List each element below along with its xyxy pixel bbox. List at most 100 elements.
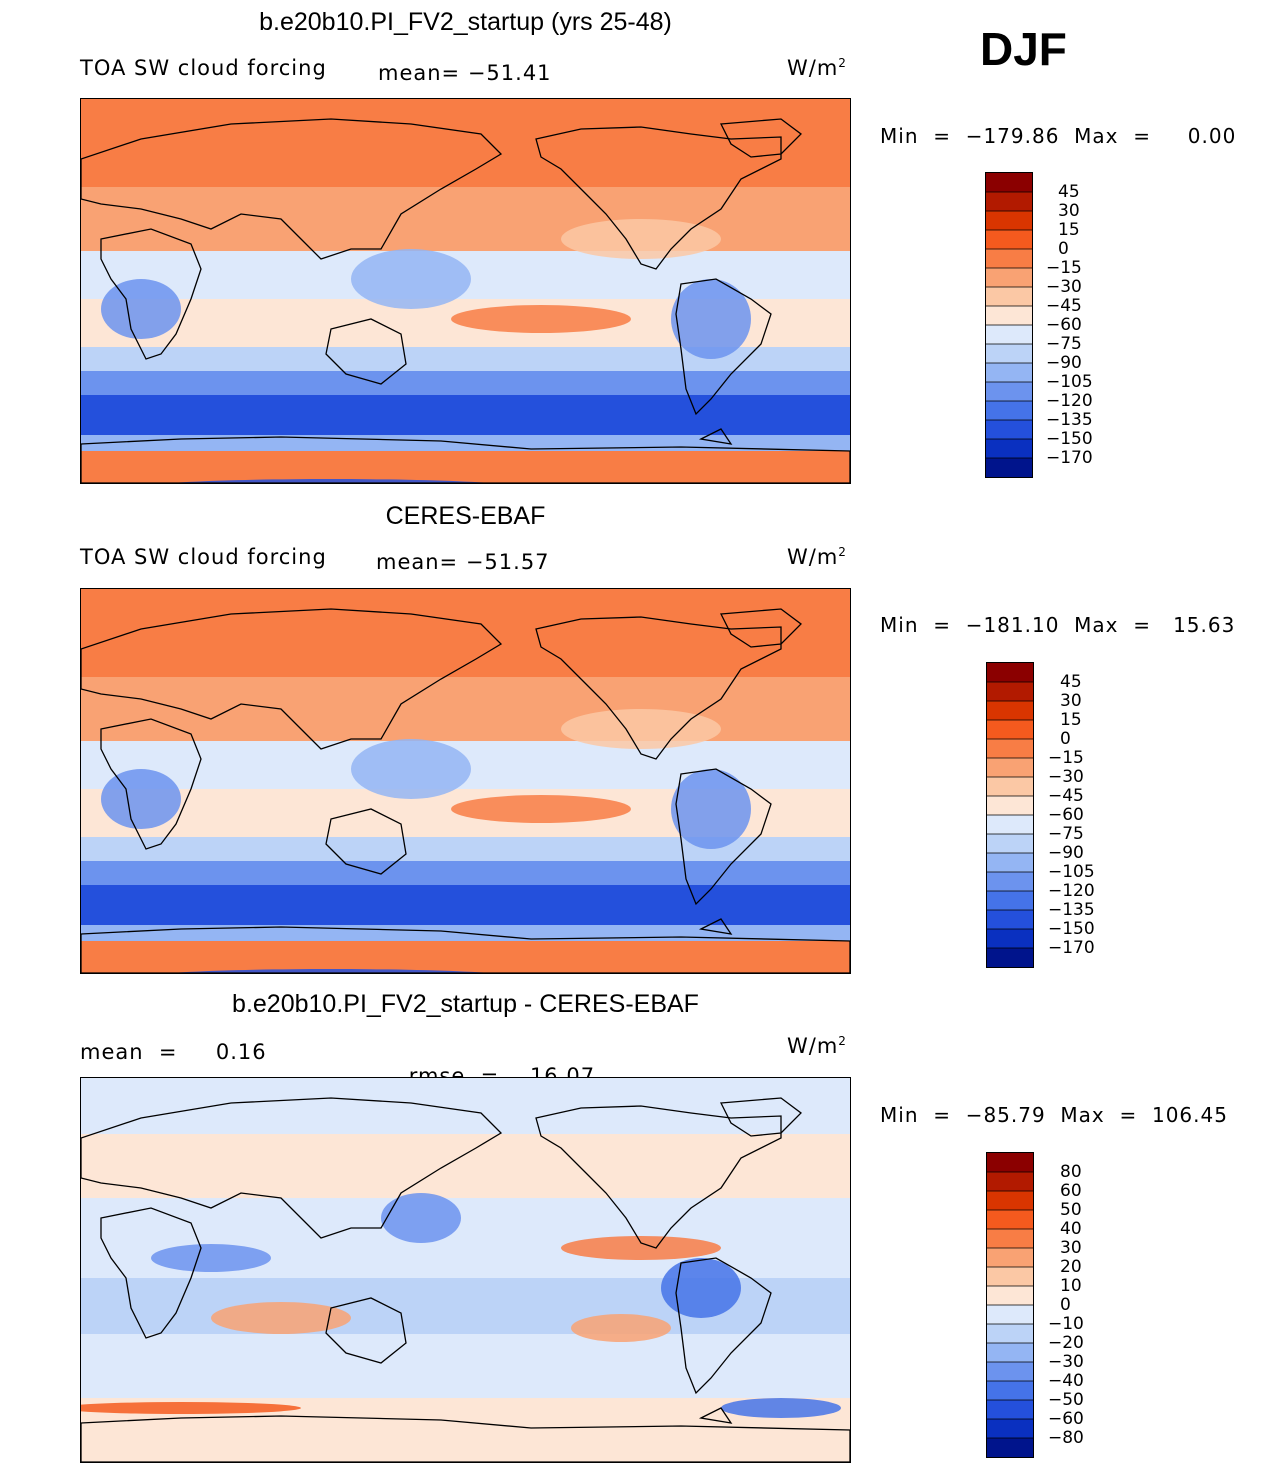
mean-text: mean= −51.41 [378, 61, 552, 85]
colorbar-swatch [987, 1172, 1033, 1192]
field-band [81, 115, 850, 124]
coastline [698, 428, 733, 445]
field-band [81, 211, 850, 220]
field-band [81, 1086, 850, 1095]
colorbar-swatch [986, 382, 1032, 402]
field-band [81, 251, 850, 260]
field-band [81, 1278, 850, 1287]
field-band [81, 701, 850, 710]
field-feature [211, 1302, 351, 1334]
colorbar-tick-label: −150 [1048, 919, 1095, 939]
field-band [81, 219, 850, 228]
field-feature [451, 305, 631, 333]
field-band [81, 917, 850, 926]
coastline [100, 718, 202, 850]
panel-title: b.e20b10.PI_FV2_startup - CERES-EBAF [232, 990, 699, 1018]
colorbar-tick-label: −45 [1046, 296, 1082, 316]
field-band [81, 467, 850, 476]
colorbar-swatch [986, 420, 1032, 440]
mean-stat: mean = 0.16 [80, 1040, 267, 1064]
colorbar-swatch [986, 401, 1032, 421]
field-feature [671, 769, 751, 849]
colorbar-swatch [986, 230, 1032, 250]
field-band [81, 1326, 850, 1335]
field-band [81, 331, 850, 340]
field-band [81, 243, 850, 252]
field-band [81, 941, 850, 950]
field-band [81, 605, 850, 614]
field-band [81, 307, 850, 316]
colorbar-tick-label: 10 [1060, 1276, 1082, 1296]
colorbar-tick-label: 0 [1058, 239, 1069, 259]
panel-title: b.e20b10.PI_FV2_startup (yrs 25-48) [259, 8, 672, 36]
field-band [81, 123, 850, 132]
field-band [81, 1094, 850, 1103]
colorbar-swatch [987, 1381, 1033, 1401]
field-band [81, 1294, 850, 1303]
coastline [719, 608, 802, 648]
colorbar-swatch [987, 1400, 1033, 1420]
coastline [81, 436, 850, 483]
colorbar-swatch [987, 910, 1033, 930]
colorbar-swatch [986, 268, 1032, 288]
coastline [325, 1297, 407, 1364]
unit-label: W/m2 [787, 1034, 847, 1058]
colorbar-tick-label: 30 [1058, 201, 1080, 221]
field-band [81, 1382, 850, 1391]
field-band [81, 613, 850, 622]
field-band [81, 443, 850, 452]
colorbar-swatch [987, 1438, 1033, 1457]
colorbar-tick-label: −135 [1046, 410, 1093, 430]
coastline [100, 1207, 202, 1339]
field-label: TOA SW cloud forcing [80, 56, 327, 80]
field-band [81, 637, 850, 646]
colorbar-tick-label: −120 [1046, 391, 1093, 411]
field-band [81, 1374, 850, 1383]
colorbar-swatch [987, 758, 1033, 778]
colorbar-swatch [987, 1305, 1033, 1325]
unit-label: W/m2 [787, 545, 847, 569]
colorbar-swatch [986, 192, 1032, 212]
field-band [81, 1110, 850, 1119]
field-band [81, 155, 850, 164]
field-band [81, 1182, 850, 1191]
field-band [81, 291, 850, 300]
field-band [81, 1158, 850, 1167]
colorbar-tick-label: 30 [1060, 1238, 1082, 1258]
field-band [81, 837, 850, 846]
field-band [81, 459, 850, 468]
field-band [81, 163, 850, 172]
field-band [81, 1126, 850, 1135]
colorbar-tick-label: −20 [1048, 1333, 1084, 1353]
field-band [81, 411, 850, 420]
colorbar-swatch [986, 458, 1032, 477]
colorbar-tick-label: −60 [1046, 315, 1082, 335]
field-band [81, 107, 850, 116]
field-band [81, 685, 850, 694]
coastline [325, 808, 407, 875]
field-band [81, 877, 850, 886]
field-band [81, 621, 850, 630]
colorbar-swatch [987, 1362, 1033, 1382]
field-band [81, 909, 850, 918]
coastline [675, 278, 772, 416]
field-band [81, 347, 850, 356]
field-band [81, 435, 850, 444]
field-band [81, 821, 850, 830]
colorbar-swatch [987, 1210, 1033, 1230]
field-band [81, 965, 850, 973]
colorbar [986, 1152, 1034, 1458]
coastline [81, 1415, 850, 1462]
field-label: TOA SW cloud forcing [80, 545, 327, 569]
field-band [81, 203, 850, 212]
field-band [81, 813, 850, 822]
colorbar [985, 172, 1033, 478]
field-band [81, 1222, 850, 1231]
field-band [81, 195, 850, 204]
colorbar-tick-label: 80 [1060, 1162, 1082, 1182]
field-feature [561, 709, 721, 749]
field-band [81, 1430, 850, 1439]
field-band [81, 893, 850, 902]
colorbar-swatch [987, 720, 1033, 740]
colorbar-tick-label: 60 [1060, 1181, 1082, 1201]
